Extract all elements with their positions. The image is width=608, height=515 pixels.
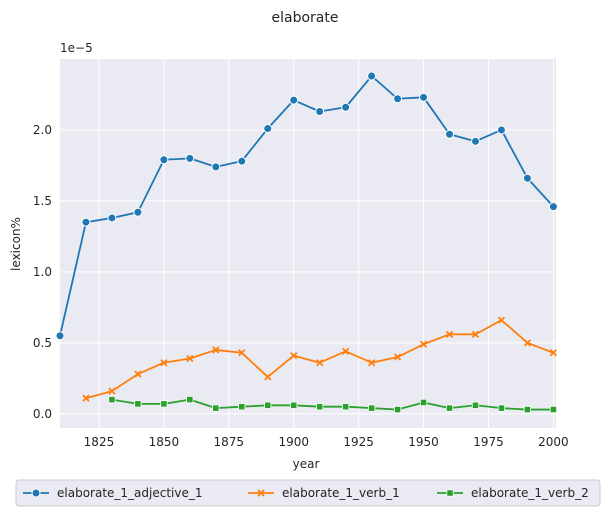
data-point xyxy=(316,359,324,367)
data-point xyxy=(316,403,324,411)
data-point xyxy=(367,71,377,81)
data-point xyxy=(470,136,480,146)
data-point xyxy=(134,400,142,408)
data-point xyxy=(108,387,116,395)
data-point xyxy=(263,124,273,134)
data-point xyxy=(393,405,402,414)
y-tick-label: 0.0 xyxy=(33,407,52,421)
data-point xyxy=(419,92,429,102)
data-point xyxy=(367,359,376,367)
y-tick-label: 2.0 xyxy=(33,123,52,137)
data-point xyxy=(342,403,350,411)
data-point xyxy=(445,330,454,338)
data-point xyxy=(393,94,403,104)
y-axis-ticks: 0.0 0.5 1.0 1.5 2.0 xyxy=(33,123,52,421)
data-point xyxy=(159,155,169,165)
data-point xyxy=(238,349,246,357)
x-tick-label: 2000 xyxy=(538,435,569,449)
data-point xyxy=(522,173,532,183)
data-point xyxy=(496,125,506,135)
data-point xyxy=(133,207,143,217)
data-point xyxy=(289,95,299,105)
x-tick-label: 1825 xyxy=(84,435,115,449)
data-point xyxy=(186,396,194,404)
data-point xyxy=(315,107,325,117)
data-point xyxy=(160,400,168,408)
data-point xyxy=(237,156,247,166)
data-point xyxy=(108,396,116,404)
data-point xyxy=(548,202,558,212)
data-point xyxy=(471,330,480,338)
data-point xyxy=(55,331,65,341)
series-markers xyxy=(55,71,558,414)
legend-marker xyxy=(446,489,454,497)
data-point xyxy=(211,162,221,172)
data-point xyxy=(445,404,454,412)
x-tick-label: 1950 xyxy=(408,435,439,449)
data-point xyxy=(368,404,376,412)
data-point xyxy=(523,339,532,347)
y-scale-label: 1e−5 xyxy=(60,41,93,55)
data-point xyxy=(419,340,428,348)
legend-box xyxy=(15,479,601,507)
x-axis-ticks: 1825 1850 1875 1900 1925 1950 1975 2000 xyxy=(84,435,569,449)
data-point xyxy=(342,347,350,355)
data-point xyxy=(497,316,506,324)
legend-entry-label: elaborate_1_verb_1 xyxy=(282,486,400,500)
data-point xyxy=(290,401,298,409)
data-point xyxy=(341,102,351,112)
x-tick-label: 1925 xyxy=(343,435,374,449)
data-point xyxy=(186,354,194,363)
y-axis-label: lexicon% xyxy=(9,217,23,271)
data-point xyxy=(212,404,220,412)
series-line-3 xyxy=(111,398,554,411)
legend-marker xyxy=(31,488,41,498)
data-point xyxy=(549,349,558,357)
data-point xyxy=(160,359,168,367)
y-tick-label: 1.5 xyxy=(33,194,52,208)
x-tick-label: 1975 xyxy=(473,435,504,449)
data-point xyxy=(82,394,90,402)
legend: elaborate_1_adjective_1 elaborate_1_verb_… xyxy=(15,479,601,507)
y-tick-label: 0.5 xyxy=(33,336,52,350)
data-point xyxy=(107,213,117,223)
chart-title: elaborate xyxy=(272,10,339,26)
legend-entry-label: elaborate_1_adjective_1 xyxy=(57,486,202,500)
data-point xyxy=(212,346,220,354)
data-point xyxy=(523,405,532,414)
data-point xyxy=(393,353,402,361)
x-tick-label: 1875 xyxy=(214,435,245,449)
data-point xyxy=(497,404,506,412)
data-point xyxy=(290,351,298,360)
data-point xyxy=(549,405,558,414)
legend-marker xyxy=(257,489,265,497)
data-point xyxy=(185,153,195,163)
data-point xyxy=(134,370,142,378)
data-point xyxy=(264,401,272,409)
data-point xyxy=(81,217,91,227)
x-tick-label: 1900 xyxy=(278,435,309,449)
data-point xyxy=(445,129,455,139)
data-point xyxy=(238,403,246,411)
grid-lines xyxy=(60,59,556,428)
data-point xyxy=(419,398,428,407)
x-tick-label: 1850 xyxy=(149,435,180,449)
x-axis-label: year xyxy=(293,457,320,471)
data-point xyxy=(264,373,272,381)
data-point xyxy=(471,401,480,409)
legend-entry-label: elaborate_1_verb_2 xyxy=(471,486,589,500)
plot-area xyxy=(60,59,556,428)
y-tick-label: 1.0 xyxy=(33,265,52,279)
